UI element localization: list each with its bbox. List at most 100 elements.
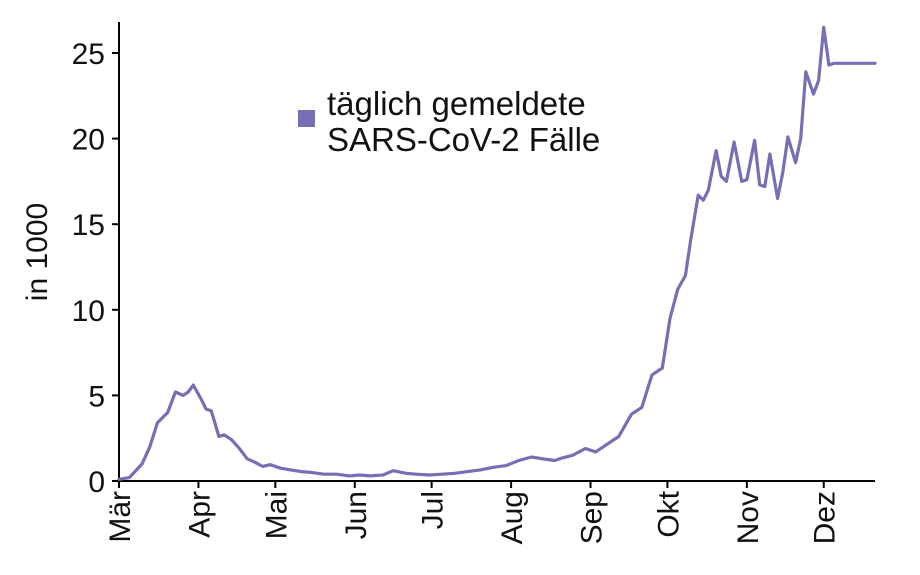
data-point (223, 434, 225, 436)
legend-swatch (298, 110, 315, 127)
data-point (799, 137, 801, 139)
data-point (684, 274, 686, 276)
legend-line-1: täglich gemeldete (327, 85, 586, 122)
data-point (530, 456, 532, 458)
data-point (571, 454, 573, 456)
x-tick-label: Nov (732, 491, 765, 544)
data-point (584, 447, 586, 449)
data-point (279, 467, 281, 469)
data-point (492, 466, 494, 468)
data-point (156, 422, 158, 424)
data-point (382, 474, 384, 476)
x-tick-label: Jul (417, 491, 450, 529)
data-point (846, 62, 848, 64)
data-point (553, 459, 555, 461)
data-point (300, 470, 302, 472)
y-tick-label: 15 (72, 209, 105, 242)
data-point (641, 406, 643, 408)
y-tick-label: 10 (72, 295, 105, 328)
data-point (149, 446, 151, 448)
data-point (479, 469, 481, 471)
data-point (269, 464, 271, 466)
data-point (794, 161, 796, 163)
data-point (669, 317, 671, 319)
data-point (323, 473, 325, 475)
y-tick-label: 5 (88, 380, 105, 413)
data-point (746, 178, 748, 180)
data-point (817, 79, 819, 81)
data-point (869, 62, 871, 64)
data-point (428, 474, 430, 476)
y-tick-label: 20 (72, 124, 105, 157)
x-tick-label: Okt (652, 490, 685, 537)
data-point (405, 472, 407, 474)
x-tick-label: Mai (260, 491, 293, 539)
data-point (166, 411, 168, 413)
data-point (697, 194, 699, 196)
data-point (518, 459, 520, 461)
legend-line-2: SARS-CoV-2 Fälle (327, 121, 601, 158)
data-point (290, 469, 292, 471)
x-tick-label: Mär (104, 491, 137, 543)
data-point (118, 478, 120, 480)
data-point (812, 93, 814, 95)
data-point (753, 139, 755, 141)
data-point (702, 199, 704, 201)
data-point (651, 374, 653, 376)
data-point (392, 470, 394, 472)
y-tick-label: 0 (88, 466, 105, 499)
data-point (254, 461, 256, 463)
data-point (205, 408, 207, 410)
data-point (741, 180, 743, 182)
data-point (618, 435, 620, 437)
data-point (182, 394, 184, 396)
series-line (117, 25, 877, 481)
data-point (128, 476, 130, 478)
data-point (454, 472, 456, 474)
data-point (187, 391, 189, 393)
legend: täglich gemeldete SARS-CoV-2 Fälle (298, 86, 600, 158)
data-point (238, 447, 240, 449)
data-point (310, 471, 312, 473)
data-point (336, 473, 338, 475)
legend-label: täglich gemeldete SARS-CoV-2 Fälle (327, 86, 600, 158)
data-point (231, 439, 233, 441)
data-point (192, 384, 194, 386)
data-point (218, 435, 220, 437)
data-point (661, 367, 663, 369)
data-point (415, 473, 417, 475)
data-point (864, 62, 866, 64)
data-point (733, 141, 735, 143)
data-point (858, 62, 860, 64)
y-axis-label: in 1000 (21, 203, 54, 301)
data-point (874, 62, 876, 64)
x-tick-label: Jun (340, 491, 373, 539)
x-tick-label: Dez (809, 491, 842, 544)
data-point (141, 463, 143, 465)
data-point (630, 413, 632, 415)
data-point (725, 180, 727, 182)
data-point (348, 475, 350, 477)
data-point (541, 458, 543, 460)
data-point (758, 184, 760, 186)
data-point (466, 470, 468, 472)
data-point (607, 442, 609, 444)
data-point (174, 391, 176, 393)
data-point (782, 172, 784, 174)
data-point (594, 451, 596, 453)
data-point (707, 189, 709, 191)
data-point (764, 185, 766, 187)
data-point (505, 464, 507, 466)
data-point (851, 62, 853, 64)
data-point (369, 475, 371, 477)
data-point (776, 197, 778, 199)
data-point (838, 62, 840, 64)
data-point (715, 149, 717, 151)
x-tick-label: Aug (496, 491, 529, 544)
data-point (823, 26, 825, 28)
data-point (210, 410, 212, 412)
data-point (246, 458, 248, 460)
data-point (689, 240, 691, 242)
data-point (769, 153, 771, 155)
